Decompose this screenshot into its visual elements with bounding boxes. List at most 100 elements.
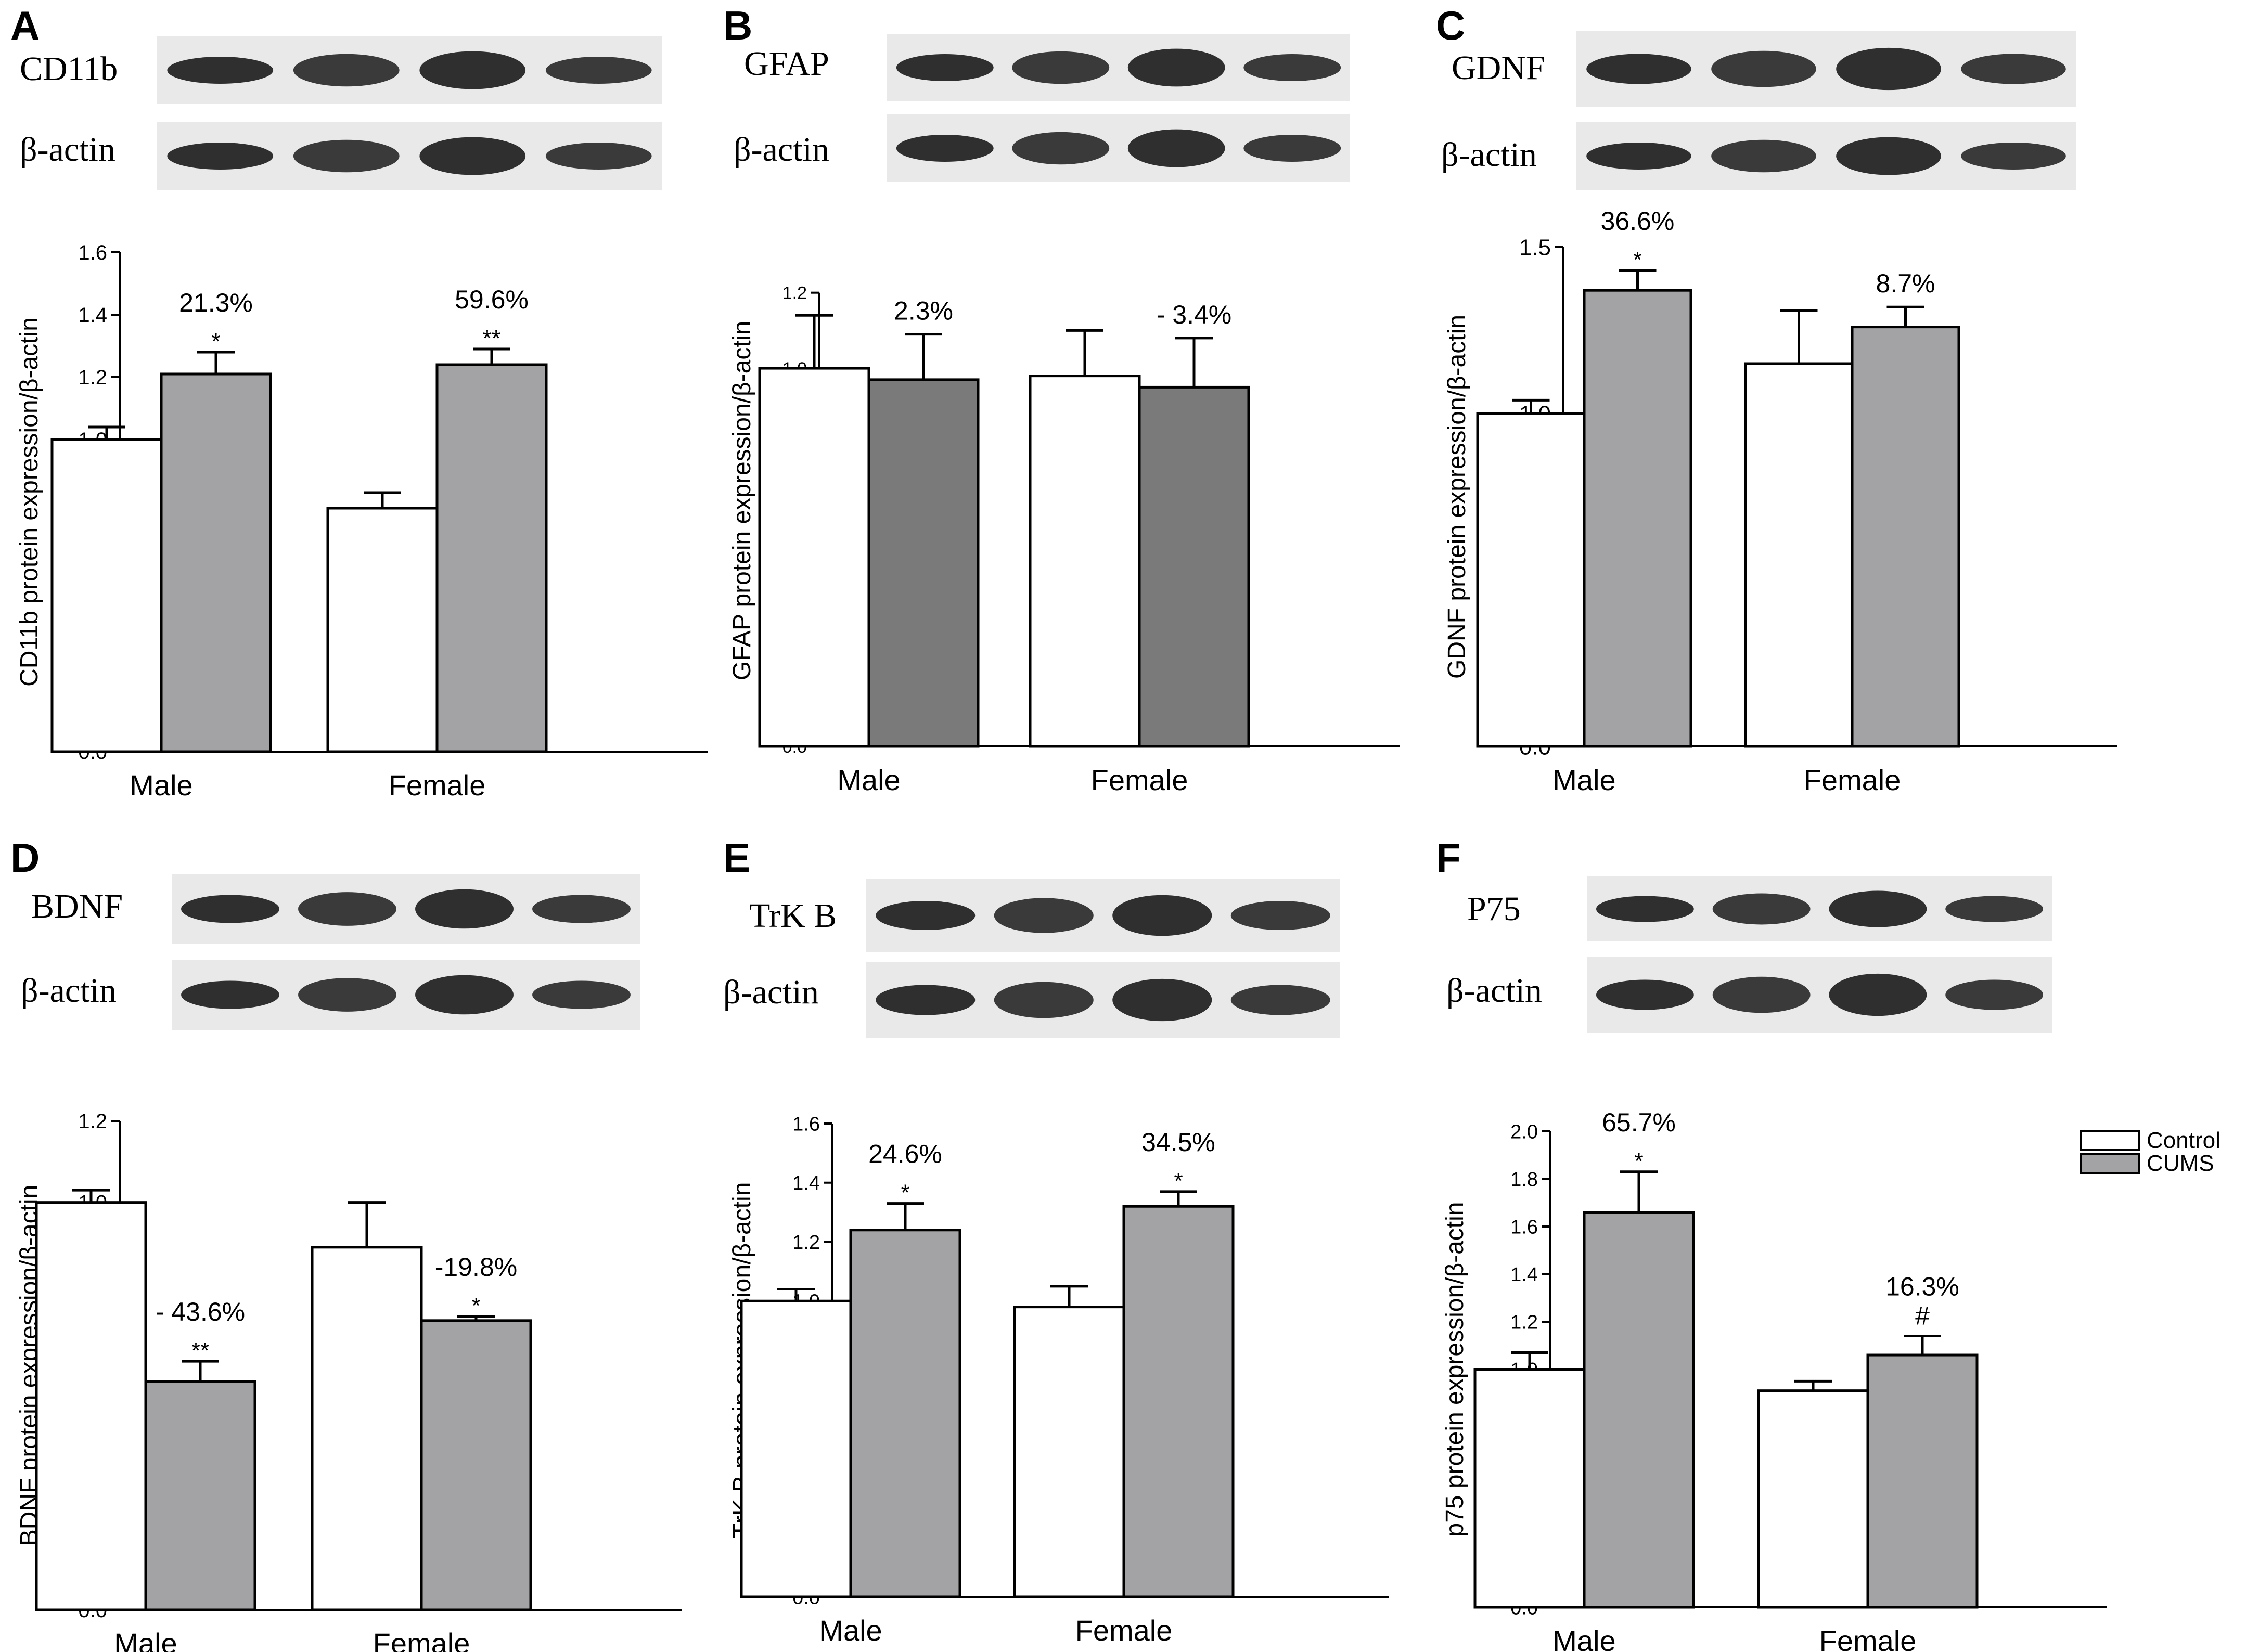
blot-strip-target bbox=[1587, 876, 2052, 941]
blot-band bbox=[1836, 137, 1941, 175]
blot-band bbox=[876, 901, 976, 930]
blot-band bbox=[1712, 976, 1811, 1013]
blot-band bbox=[1586, 54, 1691, 84]
blot-band bbox=[1243, 135, 1341, 162]
blot-band bbox=[1230, 985, 1330, 1015]
significance-marker: ** bbox=[191, 1338, 209, 1363]
panel-b: B GFAP β-actin 0.00.20.40.60.81.01.2GFAP… bbox=[723, 5, 1441, 817]
panel-d: D BDNF β-actin 0.00.20.40.60.81.01.2BDNF… bbox=[10, 835, 728, 1652]
y-tick-label: 1.2 bbox=[782, 283, 807, 303]
blot-band bbox=[1836, 47, 1941, 91]
y-axis-title: CD11b protein expression/β-actin bbox=[16, 317, 43, 687]
bar-cums-female bbox=[1866, 1353, 1979, 1609]
percent-change-label: - 3.4% bbox=[1157, 300, 1232, 329]
x-category-label: Female bbox=[373, 1627, 470, 1652]
significance-marker: * bbox=[211, 329, 220, 354]
legend-label-cums: CUMS bbox=[2147, 1151, 2214, 1176]
blot-band bbox=[1012, 51, 1110, 84]
x-category-label: Male bbox=[1552, 1624, 1615, 1652]
blot-band bbox=[1596, 896, 1694, 922]
y-tick-label: 1.4 bbox=[792, 1172, 820, 1194]
blot-strip-target bbox=[1576, 31, 2076, 107]
blot-band bbox=[896, 54, 994, 81]
bar-cums-female bbox=[420, 1319, 532, 1611]
percent-change-label: 24.6% bbox=[868, 1140, 942, 1169]
blot-band bbox=[1829, 973, 1927, 1016]
panel-letter-f: F bbox=[1436, 835, 1461, 881]
blot-strip-reference bbox=[866, 962, 1340, 1038]
y-tick-label: 1.4 bbox=[78, 304, 107, 327]
significance-marker: * bbox=[1174, 1168, 1183, 1194]
percent-change-label: -19.8% bbox=[435, 1253, 517, 1282]
y-tick-label: 1.2 bbox=[792, 1232, 820, 1254]
x-category-label: Male bbox=[130, 769, 192, 802]
percent-change-label: 36.6% bbox=[1601, 206, 1675, 236]
blot-strip-reference bbox=[157, 122, 662, 190]
blot-strip-target bbox=[172, 874, 640, 944]
blot-band bbox=[1712, 893, 1811, 925]
y-tick-label: 1.6 bbox=[1510, 1216, 1538, 1238]
legend-swatch-cums bbox=[2080, 1153, 2140, 1174]
blot-label-reference: β-actin bbox=[723, 973, 819, 1011]
y-tick-label: 1.2 bbox=[78, 1110, 107, 1133]
x-category-label: Female bbox=[1804, 764, 1901, 796]
blot-band bbox=[545, 143, 652, 170]
bar-control-male bbox=[740, 1299, 852, 1598]
panel-letter-d: D bbox=[10, 835, 40, 881]
bar-control-male bbox=[1473, 1368, 1586, 1609]
blot-band bbox=[994, 982, 1094, 1018]
blot-band bbox=[293, 139, 400, 173]
percent-change-label: 59.6% bbox=[455, 285, 529, 314]
panel-a: A CD11b β-actin 0.00.20.40.60.81.01.21.4… bbox=[10, 5, 728, 817]
blot-label-target: P75 bbox=[1467, 890, 1521, 928]
percent-change-label: 34.5% bbox=[1141, 1128, 1215, 1157]
blot-band bbox=[415, 975, 514, 1015]
blot-band bbox=[532, 980, 631, 1009]
legend-label-control: Control bbox=[2147, 1128, 2221, 1153]
blot-band bbox=[532, 895, 631, 923]
y-tick-label: 2.0 bbox=[1510, 1121, 1538, 1143]
bar-cums-male bbox=[160, 372, 272, 753]
blot-band bbox=[1711, 139, 1816, 173]
bar-control-female bbox=[1757, 1389, 1869, 1609]
blot-band bbox=[181, 895, 279, 923]
y-tick-label: 1.6 bbox=[78, 241, 107, 264]
panel-letter-a: A bbox=[10, 3, 40, 48]
blot-band bbox=[896, 135, 994, 162]
blot-band bbox=[1230, 901, 1330, 930]
y-tick-label: 1.4 bbox=[1510, 1264, 1538, 1286]
legend: Control CUMS bbox=[2080, 1129, 2241, 1186]
blot-band bbox=[419, 51, 526, 89]
bar-cums-female bbox=[1851, 326, 1960, 748]
blot-band bbox=[419, 137, 526, 175]
x-category-label: Male bbox=[819, 1614, 882, 1647]
significance-marker: ** bbox=[483, 326, 500, 351]
bar-control-female bbox=[1744, 362, 1854, 748]
bar-cums-male bbox=[1583, 289, 1692, 748]
blot-band bbox=[876, 985, 976, 1015]
x-category-label: Female bbox=[389, 769, 486, 802]
significance-marker: * bbox=[471, 1293, 480, 1319]
significance-marker: # bbox=[1915, 1301, 1930, 1330]
percent-change-label: 16.3% bbox=[1885, 1272, 1959, 1301]
blot-label-reference: β-actin bbox=[20, 131, 115, 169]
blot-strip-target bbox=[157, 36, 662, 104]
bar-control-male bbox=[1476, 412, 1586, 748]
blot-band bbox=[181, 980, 279, 1009]
panel-letter-c: C bbox=[1436, 3, 1466, 48]
percent-change-label: - 43.6% bbox=[156, 1297, 245, 1326]
y-tick-label: 1.5 bbox=[1519, 235, 1551, 260]
blot-label-reference: β-actin bbox=[21, 972, 117, 1010]
blot-label-target: CD11b bbox=[20, 50, 118, 88]
blot-band bbox=[1829, 890, 1927, 927]
blot-label-target: GDNF bbox=[1452, 49, 1545, 87]
y-tick-label: 1.2 bbox=[1510, 1311, 1538, 1333]
blot-label-reference: β-actin bbox=[734, 131, 829, 169]
legend-swatch-control bbox=[2080, 1130, 2140, 1151]
y-tick-label: 1.6 bbox=[792, 1113, 820, 1135]
